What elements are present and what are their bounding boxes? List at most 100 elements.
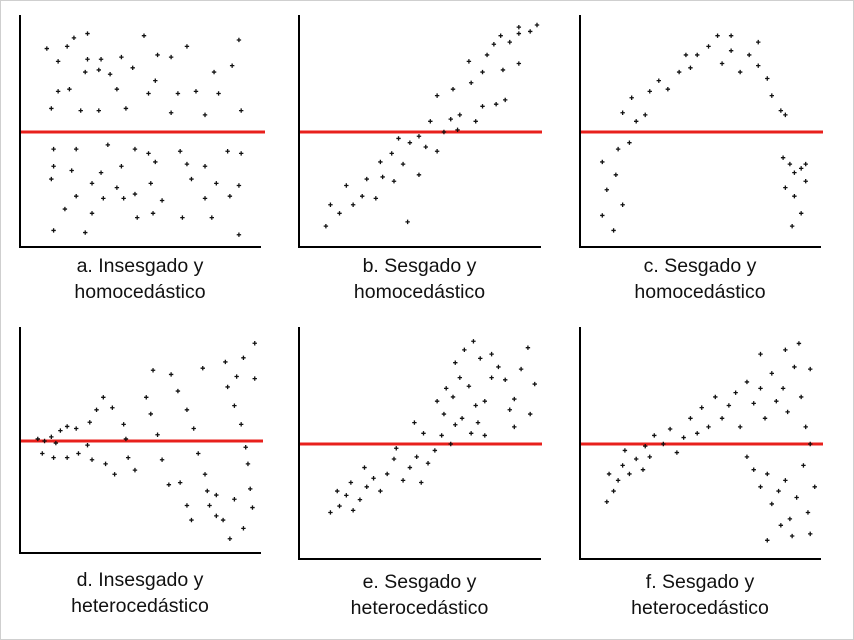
data-point <box>532 381 537 387</box>
data-point <box>168 110 174 115</box>
scatter-plot <box>298 327 542 560</box>
data-point <box>604 499 610 504</box>
data-point <box>758 484 763 489</box>
data-point <box>627 471 632 477</box>
data-point <box>202 112 208 118</box>
data-point <box>527 29 533 34</box>
data-point <box>432 448 438 453</box>
data-point <box>49 176 54 182</box>
data-point <box>184 44 190 49</box>
data-point <box>774 399 779 404</box>
data-point <box>64 455 70 460</box>
data-point <box>121 196 126 201</box>
data-point <box>516 61 522 66</box>
data-point <box>516 31 522 36</box>
data-point <box>808 441 813 447</box>
data-point <box>362 465 367 470</box>
data-point <box>803 161 808 167</box>
data-point <box>232 403 237 408</box>
data-point <box>706 44 711 49</box>
caption-line-2: heterocedástico <box>350 597 489 619</box>
data-point <box>778 523 784 528</box>
data-point <box>765 76 770 81</box>
data-point <box>202 164 208 169</box>
data-point <box>620 202 625 207</box>
data-point <box>507 39 512 45</box>
data-point <box>656 78 661 83</box>
data-point <box>234 374 239 379</box>
data-point <box>600 213 605 218</box>
data-point <box>798 166 804 171</box>
data-point <box>373 196 379 201</box>
data-point <box>503 377 508 382</box>
data-point <box>765 471 770 477</box>
data-point <box>613 172 619 177</box>
data-point <box>49 434 54 440</box>
data-point <box>245 461 251 467</box>
data-point <box>214 181 219 186</box>
data-point <box>444 386 449 391</box>
data-point <box>328 202 333 207</box>
data-point <box>699 405 704 410</box>
data-point <box>146 91 151 96</box>
data-point <box>328 510 333 515</box>
data-point <box>241 526 246 531</box>
data-point <box>85 31 90 36</box>
data-point <box>189 517 194 523</box>
data-point <box>615 478 621 483</box>
data-point <box>76 451 81 456</box>
data-point <box>337 211 342 216</box>
data-point <box>423 144 428 150</box>
data-point <box>792 194 797 199</box>
data-point <box>751 401 756 406</box>
data-point <box>35 436 40 442</box>
data-point <box>428 119 433 124</box>
data-point <box>466 59 472 64</box>
data-point <box>238 422 244 427</box>
data-point <box>512 424 517 430</box>
data-point <box>498 33 503 38</box>
data-point <box>159 198 165 203</box>
data-point <box>64 424 70 429</box>
data-point <box>525 345 531 350</box>
caption-line-1: e. Sesgado y <box>362 571 477 593</box>
data-point <box>214 513 219 519</box>
data-point <box>652 433 657 438</box>
data-point <box>175 388 181 394</box>
data-point <box>180 215 185 220</box>
data-point <box>252 341 257 346</box>
data-point <box>500 67 506 73</box>
data-point <box>146 151 151 156</box>
data-point <box>391 456 397 462</box>
data-point <box>202 196 208 201</box>
data-point <box>378 488 383 494</box>
data-point <box>236 183 242 188</box>
data-point <box>473 119 478 124</box>
data-point <box>808 366 813 372</box>
data-point <box>758 351 763 357</box>
data-point <box>378 159 383 165</box>
data-point <box>229 63 235 68</box>
data-point <box>105 142 111 148</box>
data-point <box>419 480 424 485</box>
data-point <box>457 375 463 380</box>
data-point <box>765 538 770 543</box>
data-point <box>407 465 413 470</box>
data-point <box>778 108 784 113</box>
data-point <box>627 140 632 145</box>
data-point <box>96 108 101 113</box>
data-point <box>796 341 802 346</box>
data-point <box>620 110 625 115</box>
data-point <box>789 223 795 229</box>
data-point <box>744 379 750 385</box>
data-point <box>67 87 72 92</box>
data-point <box>400 478 406 483</box>
data-point <box>512 396 517 402</box>
data-point <box>191 426 196 431</box>
panel-caption: f. Sesgado y heterocedástico <box>569 569 831 621</box>
data-point <box>83 69 88 75</box>
data-point <box>87 420 92 425</box>
data-point <box>62 206 68 212</box>
data-point <box>493 101 499 107</box>
data-point <box>482 399 487 404</box>
